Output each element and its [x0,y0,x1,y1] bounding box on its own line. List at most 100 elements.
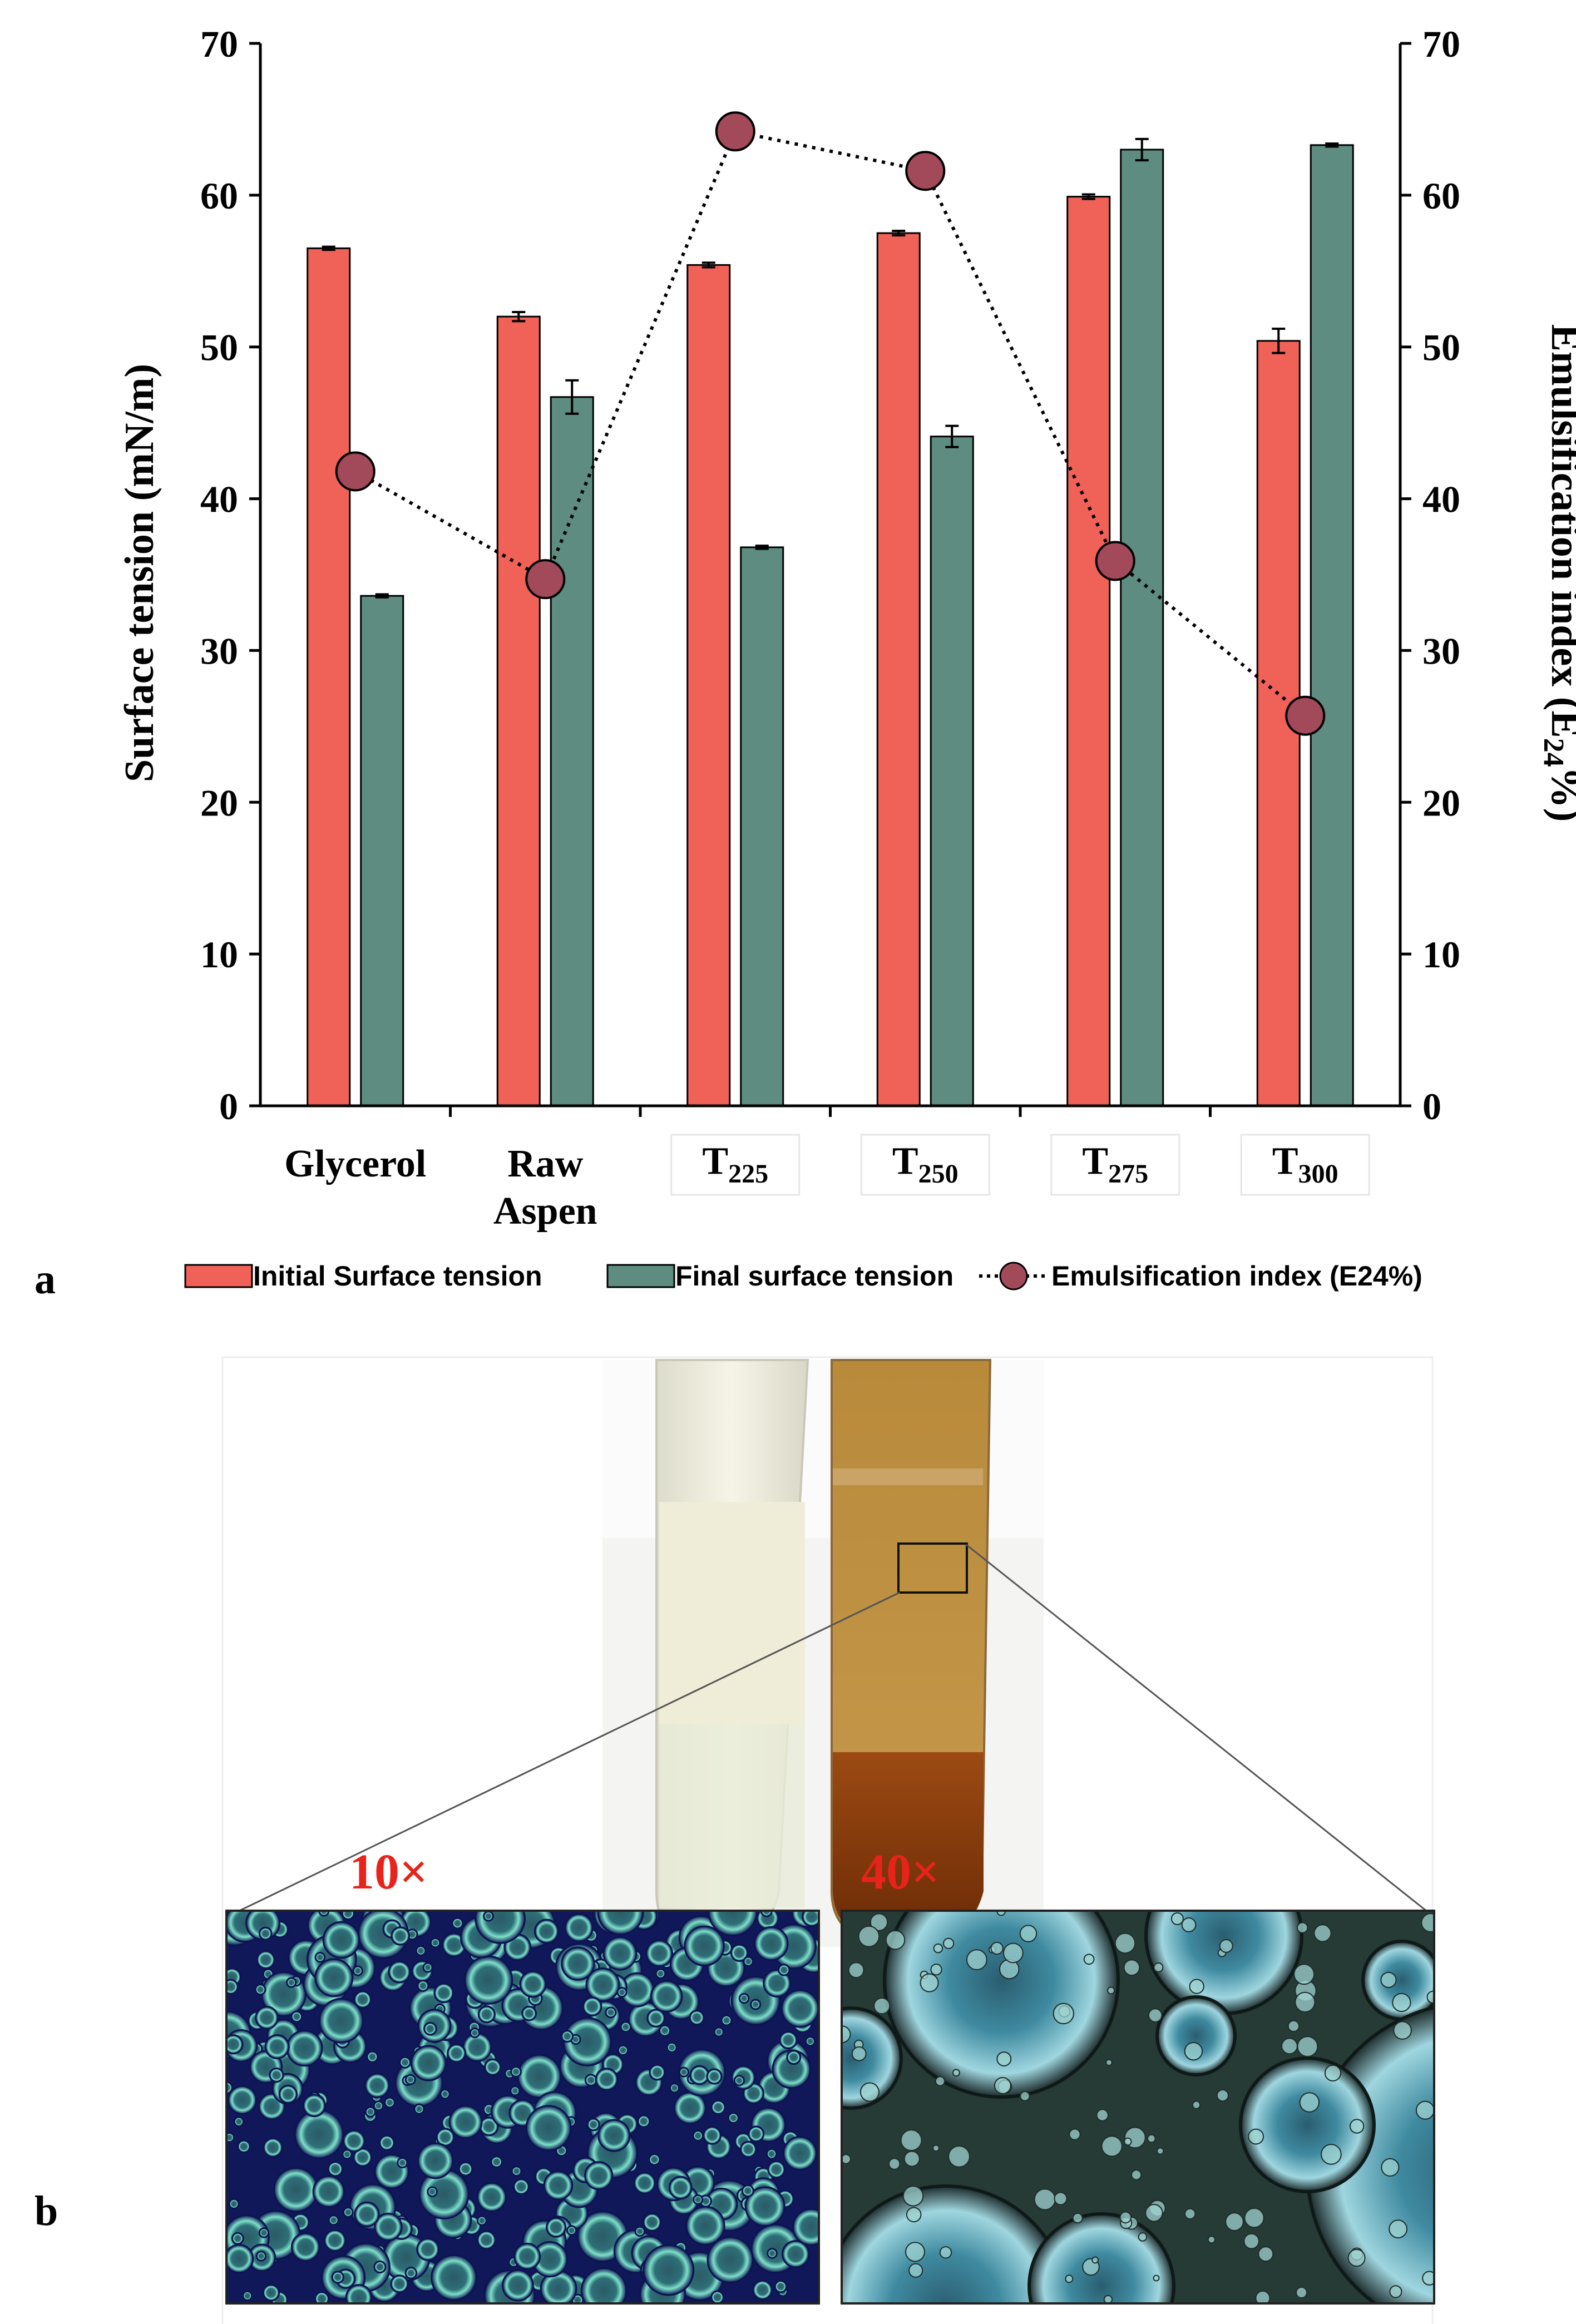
droplet-10x [302,2094,326,2118]
droplet-10x [429,1937,441,1949]
y-tick-label-20: 20 [200,782,238,824]
droplet-40x-small [905,2242,925,2262]
bars-group [307,144,1354,1107]
droplet-10x [290,2232,320,2262]
droplet-40x-small [1392,1992,1411,2013]
droplet-10x [384,2096,396,2109]
legend-label-final: Final surface tension [675,1260,953,1292]
category-box-5 [1240,1134,1370,1196]
droplet-40x-small [1103,2295,1113,2303]
droplet-10x [586,2118,600,2132]
droplet-10x [352,1965,363,1976]
droplet-10x [666,2041,678,2053]
droplet-40x-small [1034,2188,1056,2211]
droplet-10x [525,2105,572,2152]
droplet-10x [427,2186,438,2197]
droplet-40x-small [1297,1922,1308,1934]
droplet-10x [713,2026,724,2038]
droplet-40x-small [1105,2059,1113,2066]
droplet-40x-small [1349,2119,1365,2134]
emulsification-point-0 [335,451,376,492]
droplet-40x-large [883,1911,1120,2099]
droplet-40x-small [932,2144,940,2152]
droplet-10x [233,2116,245,2127]
droplet-10x [388,1960,411,1984]
droplet-10x [655,1968,666,1979]
bar-final-4 [1120,149,1164,1107]
error-bars-group [322,137,1339,599]
droplet-40x-small [908,2263,923,2278]
droplet-10x [733,2075,745,2086]
bar-final-5 [1310,144,1354,1107]
legend-marker-emulsification [999,1262,1028,1290]
y2-tick-label-70: 70 [1422,23,1460,65]
droplet-10x [741,2184,754,2198]
droplet-10x [512,2178,530,2196]
droplet-40x-small [842,2154,851,2164]
droplet-10x [448,2105,483,2139]
droplet-10x [673,2091,707,2125]
droplet-10x [739,2140,757,2158]
droplet-40x-small [1020,2091,1030,2102]
droplet-10x [533,1918,559,1944]
droplet-10x [510,2066,522,2078]
droplet-10x [433,1982,454,2004]
axis-ticks: 0 0 10 10 20 20 30 30 40 40 50 50 60 60 70 70 [200,23,1460,1128]
droplet-10x [643,2244,695,2296]
droplet-10x [584,2074,597,2087]
droplet-40x-small [1147,2134,1156,2143]
emulsification-point-2 [715,111,755,152]
droplet-10x [278,2084,298,2104]
droplet-40x-small [1324,2064,1342,2081]
bar-final-3 [930,436,974,1107]
droplet-10x [710,2290,725,2303]
droplet-40x-small [903,2150,920,2167]
droplet-40x-small [1019,1925,1038,1942]
droplet-10x [605,2006,617,2019]
droplet-10x [643,2212,662,2232]
category-label-0: Glycerol [284,1143,426,1185]
y2-tick-label-60: 60 [1422,175,1460,217]
y2-tick-label-0: 0 [1422,1085,1441,1128]
droplet-40x-large [1155,1995,1237,2076]
droplet-10x [510,2085,521,2096]
droplet-10x [237,2139,251,2154]
droplet-10x [782,2135,818,2171]
droplet-10x [792,2208,819,2246]
magnification-40x: 40× [861,1845,940,1900]
droplet-40x-small [1054,2192,1068,2206]
emulsification-point-1 [525,559,566,600]
emulsification-point-4 [1095,541,1135,581]
bar-initial-2 [686,264,731,1107]
droplet-40x-small [994,2077,1011,2095]
droplet-40x-small [1156,2147,1164,2155]
category-label-2: T225 [702,1140,768,1189]
droplet-10x [786,2050,802,2065]
y-tick-label-30: 30 [200,630,238,672]
droplet-10x [490,2155,503,2168]
droplet-40x-small [935,2076,946,2086]
droplet-10x [373,2260,387,2274]
bar-initial-1 [496,315,541,1107]
droplet-40x-small [1216,2089,1229,2102]
droplet-10x [620,2021,632,2033]
droplet-40x-small [1170,1912,1184,1925]
droplet-40x-small [990,1941,1004,1955]
droplet-10x [616,1987,628,1998]
droplet-40x-small [902,2185,924,2207]
magnification-10x: 10× [349,1845,428,1900]
droplet-10x [730,1944,749,1962]
droplet-10x [562,2017,612,2066]
droplet-10x [417,1980,429,1992]
droplet-10x [693,2194,704,2205]
droplet-10x [738,1992,750,2004]
droplet-10x [458,2161,473,2177]
droplet-10x [778,1964,791,1976]
droplet-40x-large [842,2184,1070,2303]
y-tick-label-60: 60 [200,175,238,217]
legend-swatch-final [606,1264,675,1288]
droplet-10x [327,2160,344,2177]
droplet-10x [637,2114,651,2128]
droplet-10x [727,2112,739,2124]
